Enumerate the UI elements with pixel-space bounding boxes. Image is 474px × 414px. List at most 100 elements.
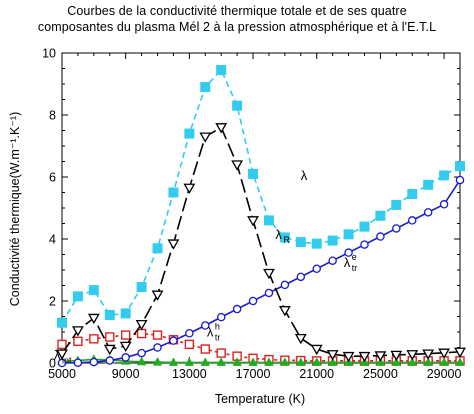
series-0-point	[407, 189, 418, 200]
y-axis-label: Conductivité thermique(W.m⁻¹.K⁻¹)	[8, 112, 22, 307]
series-4-point	[375, 357, 386, 366]
y-tick-label: 6	[49, 171, 56, 185]
series-0-point	[57, 317, 67, 328]
series-1-point	[326, 350, 339, 361]
series-1-point	[87, 313, 100, 325]
series-4-point	[200, 357, 210, 366]
series-4-point	[264, 357, 274, 366]
series-label-sup: e	[352, 252, 357, 262]
series-label-sub: int	[62, 355, 72, 365]
series-0-point	[295, 237, 306, 248]
series-1-point	[438, 348, 451, 359]
series-1-point	[358, 351, 371, 363]
series-1-point	[231, 160, 244, 171]
series-3-point	[136, 328, 147, 339]
x-tick-label: 25000	[363, 367, 398, 381]
series-0-point	[200, 82, 211, 93]
x-tick-label: 17000	[236, 367, 271, 381]
series-3-point	[216, 348, 226, 358]
series-4-point	[168, 357, 179, 366]
series-2-point	[392, 224, 401, 233]
series-4-point	[248, 357, 258, 366]
series-1-point	[71, 326, 84, 337]
x-tick-label: 9000	[112, 367, 140, 381]
series-3-point	[184, 339, 195, 350]
series-1-point	[103, 344, 116, 356]
series-2-point	[344, 248, 353, 257]
series-0-point	[327, 235, 338, 246]
series-1-point	[56, 349, 68, 360]
series-2-point	[328, 256, 337, 265]
series-3-point	[120, 330, 131, 340]
y-tick-label: 4	[49, 233, 56, 247]
series-0-point	[72, 291, 83, 302]
series-0-point	[359, 221, 370, 232]
x-axis-label: Temperature (K)	[215, 392, 305, 406]
series-4-point	[184, 357, 195, 366]
series-4-point	[136, 356, 147, 366]
series-1-point	[263, 268, 275, 280]
series-2-point	[296, 272, 306, 282]
series-1-point	[119, 341, 132, 353]
series-1-point	[135, 319, 148, 331]
series-2-point	[201, 321, 210, 330]
series-4-point	[407, 357, 417, 366]
series-4-point	[232, 357, 242, 366]
series-1-point	[278, 306, 291, 317]
series-1-point	[183, 183, 196, 194]
chart-title-line-2: composantes du plasma Mél 2 à la pressio…	[37, 20, 437, 34]
series-2-point	[153, 343, 162, 352]
series-4-point	[439, 357, 449, 366]
series-1-point	[151, 290, 164, 301]
series-0-point	[104, 309, 115, 320]
series-2-point	[264, 288, 274, 298]
chart-title-line-1: Courbes de la conductivité thermique tot…	[67, 4, 407, 18]
series-label-sub: tr	[215, 333, 221, 343]
series-4-point	[152, 357, 163, 366]
series-label: λ	[344, 255, 351, 270]
x-tick-label: 13000	[172, 367, 207, 381]
series-3-point	[73, 336, 83, 346]
series-1-point	[406, 350, 419, 361]
series-2-point	[312, 264, 321, 274]
series-1-point	[390, 350, 403, 362]
series-2-point	[439, 200, 449, 209]
series-0-point	[439, 170, 450, 181]
series-0-point	[455, 161, 465, 172]
y-tick-label: 2	[49, 295, 56, 309]
series-0-point	[120, 308, 131, 319]
series-2-point	[248, 296, 258, 306]
series-0-point	[168, 187, 179, 198]
series-0-point	[248, 168, 259, 179]
y-tick-label: 0	[49, 357, 56, 371]
series-2-point	[407, 216, 417, 225]
series-2-point	[280, 280, 290, 290]
series-label: λ	[207, 325, 214, 340]
series-4-point	[280, 357, 290, 366]
series-4-point	[423, 357, 433, 366]
series-3-point	[200, 344, 210, 354]
series-3-point	[105, 332, 115, 342]
series-2-point	[121, 353, 130, 362]
series-1-point	[310, 344, 323, 356]
series-3-point	[57, 339, 67, 350]
series-1-point	[247, 216, 259, 227]
series-0-point	[279, 232, 290, 243]
series-1-point	[167, 239, 180, 250]
series-1-point	[294, 333, 307, 345]
series-2-point	[185, 328, 194, 338]
series-1-point	[199, 132, 212, 143]
series-2-point	[376, 232, 385, 241]
series-0-point	[311, 238, 322, 249]
series-0-point	[391, 199, 402, 210]
series-0-point	[152, 243, 163, 254]
series-4-point	[327, 357, 338, 366]
series-1-point	[342, 351, 355, 363]
series-0-point	[263, 215, 274, 226]
series-4-point	[391, 357, 401, 366]
y-tick-label: 8	[49, 109, 56, 123]
x-tick-label: 29000	[427, 367, 462, 381]
series-1-point	[422, 349, 435, 360]
series-label: λ	[301, 168, 308, 183]
